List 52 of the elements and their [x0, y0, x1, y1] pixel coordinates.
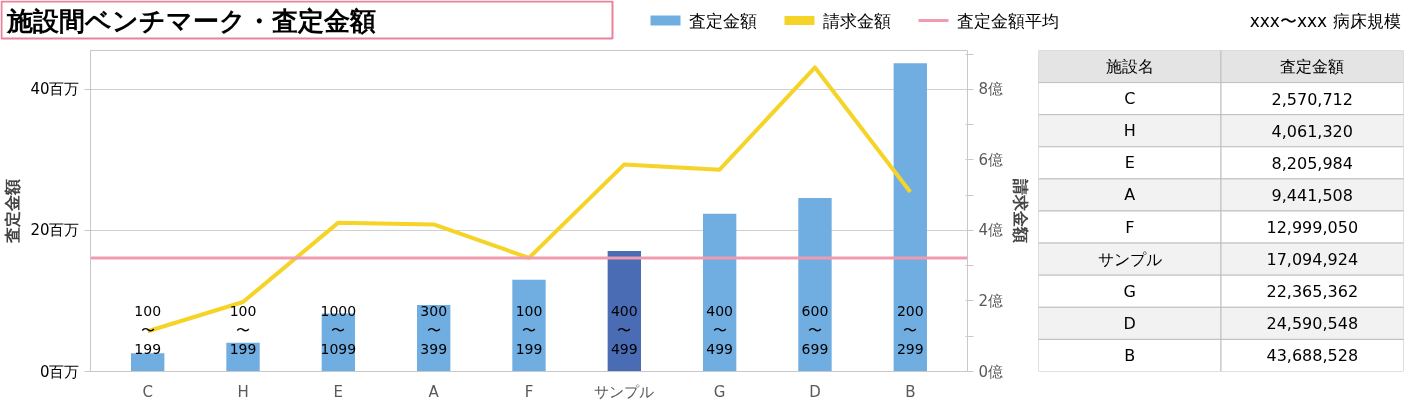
category-label: B [1124, 345, 1136, 365]
chart-title: 施設間ベンチマーク・査定金額 [5, 5, 376, 36]
annotation: 100 〜 199 [229, 302, 257, 357]
y-tick-label: 0百万 [39, 362, 80, 381]
category-label: F [1125, 217, 1135, 237]
x-tick-label: G [713, 382, 726, 401]
text: 24,590,548 [1266, 314, 1359, 334]
y2-tick-label: 4億 [978, 221, 1004, 240]
y2-tick-label: 0億 [978, 362, 1004, 381]
x-tick-label: E [333, 382, 344, 401]
annotation: 300 〜 399 [420, 302, 448, 357]
legend-label: 査定金額 [688, 10, 757, 31]
y-tick-label: 40百万 [30, 80, 80, 99]
category-label: A [1124, 185, 1136, 205]
x-tick-label: H [237, 382, 249, 401]
y2-tick-label: 8億 [978, 80, 1004, 99]
legend-label: 請求金額 [822, 10, 891, 31]
x-tick-label: サンプル [594, 382, 655, 401]
text: xxx〜xxx 病床規模 [1249, 10, 1401, 31]
category-label: D [1123, 313, 1136, 333]
category-label: E [1124, 153, 1135, 173]
legend-label: 査定金額平均 [956, 10, 1059, 31]
y2-tick-label: 2億 [978, 291, 1004, 310]
annotation: 100 〜 199 [515, 302, 543, 357]
y2-tick-label: 6億 [978, 150, 1004, 169]
annotation: 100 〜 199 [134, 302, 162, 357]
x-tick-label: A [428, 382, 440, 401]
text: 43,688,528 [1266, 346, 1359, 366]
category-label: サンプル [1097, 249, 1162, 269]
annotation: 400 〜 499 [610, 302, 638, 357]
text: 9,441,508 [1271, 185, 1353, 205]
text: 22,365,362 [1266, 282, 1359, 302]
category-label: C [1124, 89, 1136, 109]
text: 17,094,924 [1266, 250, 1359, 270]
text: 4,061,320 [1271, 121, 1353, 141]
text: 施設名 [1105, 57, 1154, 77]
category-label: H [1123, 121, 1136, 141]
text: 2,570,712 [1271, 89, 1353, 109]
text: 12,999,050 [1266, 218, 1359, 238]
y-axis-title: 査定金額 [3, 179, 23, 244]
y2-axis-title: 請求金額 [1011, 178, 1031, 243]
text: 査定金額 [1280, 57, 1345, 77]
text: 8,205,984 [1271, 153, 1353, 173]
x-tick-label: D [809, 382, 821, 401]
x-tick-label: C [142, 382, 153, 401]
category-label: G [1123, 281, 1136, 301]
annotation: 400 〜 499 [706, 302, 734, 357]
x-tick-label: F [524, 382, 534, 401]
annotation: 600 〜 699 [801, 302, 829, 357]
y-tick-label: 20百万 [30, 221, 80, 240]
annotation: 200 〜 299 [896, 302, 924, 357]
x-tick-label: B [905, 382, 916, 401]
